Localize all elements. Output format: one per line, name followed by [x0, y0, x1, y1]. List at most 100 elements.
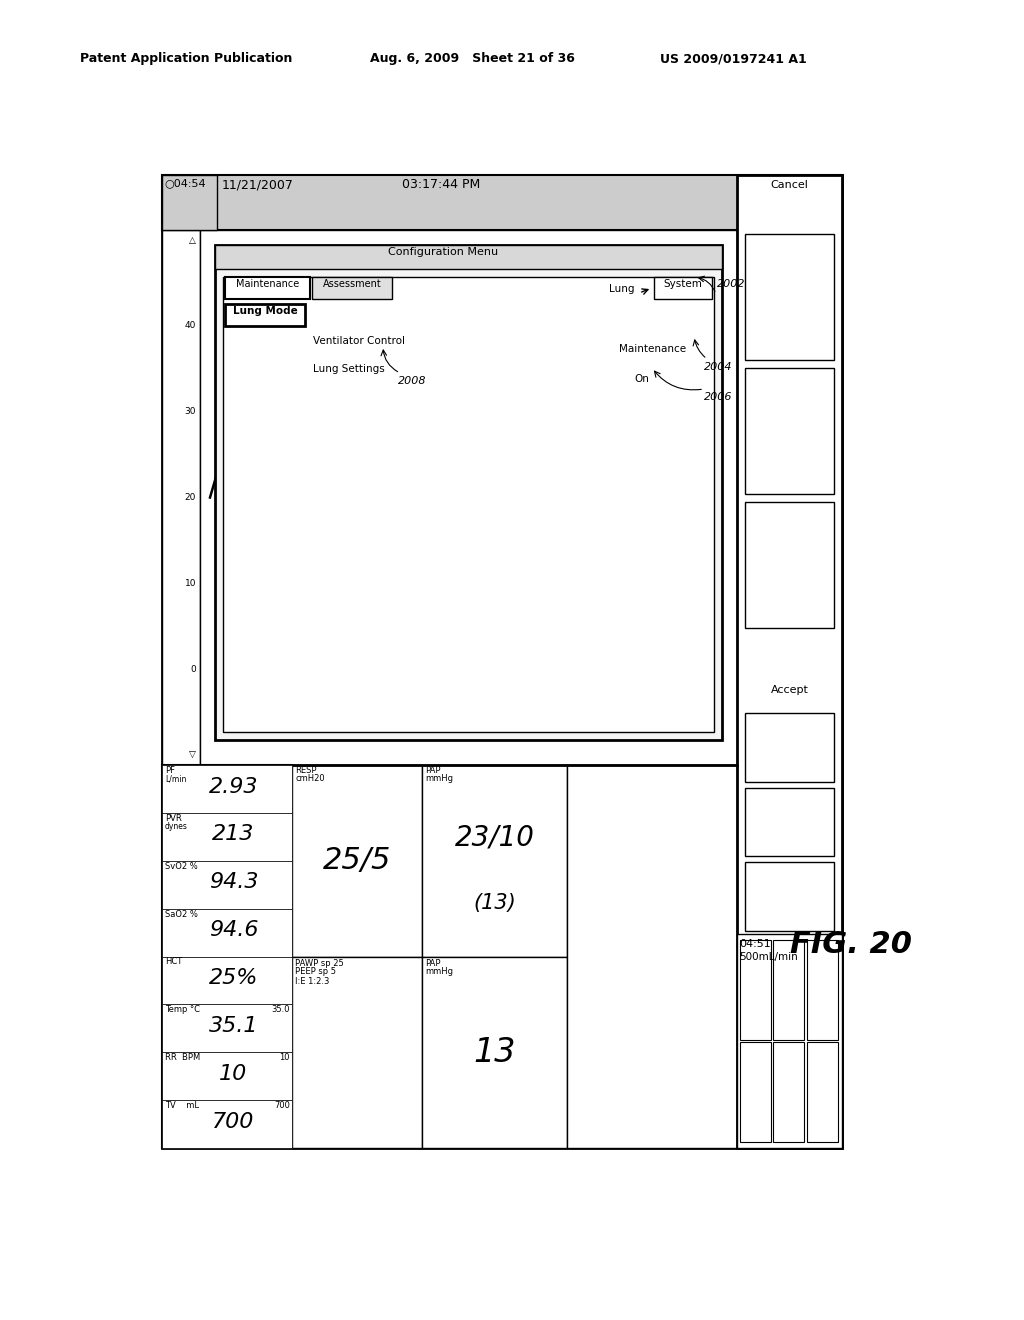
- Text: 2.93: 2.93: [209, 776, 258, 796]
- Text: Assessment: Assessment: [323, 279, 381, 289]
- Text: 35.1: 35.1: [209, 1016, 258, 1036]
- Bar: [567, 766, 737, 1148]
- Text: FIG. 20: FIG. 20: [790, 931, 912, 960]
- Text: Patent Application Publication: Patent Application Publication: [80, 51, 293, 65]
- Text: 11/21/2007: 11/21/2007: [222, 178, 294, 191]
- Text: 94.6: 94.6: [209, 920, 258, 940]
- Text: 40: 40: [184, 321, 196, 330]
- Text: 0: 0: [190, 665, 196, 673]
- Bar: [162, 176, 842, 230]
- Text: dynes: dynes: [165, 822, 187, 830]
- Bar: [215, 246, 722, 741]
- Bar: [745, 713, 834, 781]
- Text: 2006: 2006: [705, 392, 732, 403]
- Text: PF: PF: [165, 766, 175, 775]
- Text: 700: 700: [274, 1101, 290, 1110]
- Text: 04:51: 04:51: [739, 939, 771, 949]
- Text: PEEP sp 5: PEEP sp 5: [295, 968, 336, 977]
- Text: L/min: L/min: [165, 774, 186, 783]
- Bar: [162, 230, 200, 766]
- Bar: [807, 1041, 838, 1142]
- Bar: [773, 1041, 804, 1142]
- Bar: [292, 957, 422, 1148]
- Text: 23/10: 23/10: [455, 824, 535, 851]
- Bar: [422, 957, 567, 1148]
- Text: Configuration Menu: Configuration Menu: [388, 247, 499, 257]
- Bar: [292, 766, 422, 957]
- Text: Accept: Accept: [771, 685, 808, 696]
- Bar: [162, 1100, 292, 1148]
- Text: TV    mL: TV mL: [165, 1101, 199, 1110]
- Bar: [162, 766, 292, 813]
- Text: PAP: PAP: [425, 958, 440, 968]
- Bar: [162, 813, 292, 861]
- Text: 94.3: 94.3: [209, 873, 258, 892]
- Text: Lung Settings: Lung Settings: [313, 364, 385, 374]
- Text: 30: 30: [184, 407, 196, 416]
- Bar: [162, 861, 292, 908]
- Text: Ventilator Control: Ventilator Control: [313, 337, 406, 346]
- Text: (13): (13): [473, 892, 516, 913]
- Text: 10: 10: [184, 579, 196, 587]
- Text: RR  BPM: RR BPM: [165, 1053, 201, 1063]
- Text: I:E 1:2.3: I:E 1:2.3: [295, 977, 330, 986]
- Bar: [162, 957, 292, 1005]
- Bar: [162, 908, 292, 957]
- Text: 2002: 2002: [717, 279, 745, 289]
- Text: 13: 13: [473, 1036, 516, 1069]
- Text: mmHg: mmHg: [425, 774, 453, 783]
- Text: 03:17:44 PM: 03:17:44 PM: [402, 178, 480, 191]
- Text: PVR: PVR: [165, 814, 181, 822]
- Bar: [162, 766, 292, 1148]
- Text: mmHg: mmHg: [425, 968, 453, 977]
- Text: SvO2 %: SvO2 %: [165, 862, 198, 871]
- Bar: [215, 246, 722, 269]
- Bar: [225, 304, 305, 326]
- Text: 25%: 25%: [209, 968, 258, 989]
- Text: 20: 20: [184, 492, 196, 502]
- Text: Aug. 6, 2009   Sheet 21 of 36: Aug. 6, 2009 Sheet 21 of 36: [370, 51, 574, 65]
- Bar: [745, 234, 834, 360]
- Text: 10: 10: [219, 1064, 248, 1084]
- Bar: [745, 862, 834, 931]
- Bar: [745, 502, 834, 627]
- Text: US 2009/0197241 A1: US 2009/0197241 A1: [660, 51, 807, 65]
- Bar: [745, 788, 834, 857]
- Text: △: △: [189, 235, 196, 244]
- Text: 10: 10: [280, 1053, 290, 1063]
- Text: Lung: Lung: [609, 284, 635, 294]
- Text: Lung Mode: Lung Mode: [232, 306, 297, 315]
- Bar: [225, 277, 310, 300]
- Text: 500mL/min: 500mL/min: [739, 952, 798, 962]
- Text: PAWP sp 25: PAWP sp 25: [295, 958, 344, 968]
- Text: Maintenance: Maintenance: [618, 345, 686, 354]
- Bar: [745, 368, 834, 494]
- Bar: [422, 766, 567, 957]
- Bar: [737, 935, 842, 1148]
- Bar: [773, 940, 804, 1040]
- Text: System: System: [664, 279, 702, 289]
- Text: On: On: [634, 374, 649, 384]
- Bar: [807, 940, 838, 1040]
- Text: PAP: PAP: [425, 766, 440, 775]
- Bar: [740, 940, 771, 1040]
- Text: RESP: RESP: [295, 766, 316, 775]
- Bar: [162, 1052, 292, 1100]
- Text: Maintenance: Maintenance: [236, 279, 299, 289]
- Text: ○04:54: ○04:54: [164, 178, 206, 187]
- Text: HCT: HCT: [165, 957, 182, 966]
- Text: 2008: 2008: [398, 376, 427, 385]
- Bar: [162, 176, 842, 1148]
- Text: 700: 700: [212, 1111, 255, 1131]
- Bar: [737, 176, 842, 1148]
- Text: 35.0: 35.0: [271, 1006, 290, 1014]
- Bar: [223, 277, 714, 733]
- Text: 25/5: 25/5: [323, 846, 391, 875]
- Text: SaO2 %: SaO2 %: [165, 909, 198, 919]
- Text: 2004: 2004: [705, 362, 732, 372]
- Text: Temp °C: Temp °C: [165, 1006, 200, 1014]
- Bar: [654, 277, 712, 300]
- Text: cmH20: cmH20: [295, 774, 325, 783]
- Text: 213: 213: [212, 825, 255, 845]
- Bar: [740, 1041, 771, 1142]
